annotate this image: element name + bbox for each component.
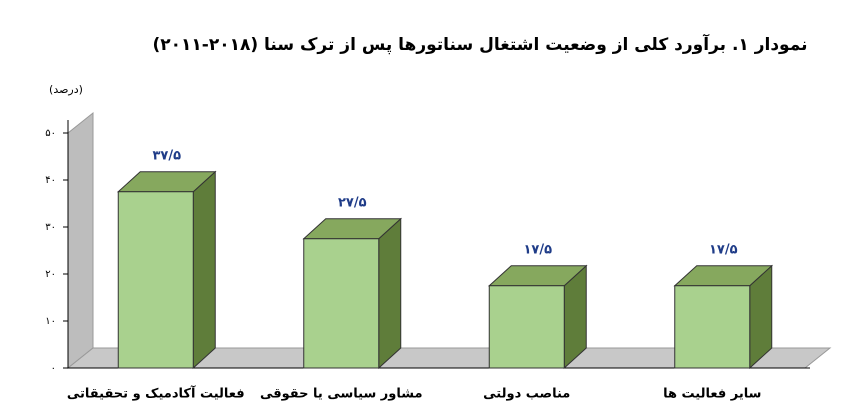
bar-front [303, 238, 380, 369]
bar-front [117, 191, 194, 369]
y-tick-label: ٠ [51, 363, 56, 374]
bar-side [378, 217, 402, 370]
value-label: ۱۷/۵ [709, 242, 738, 257]
value-label: ۳۷/۵ [152, 148, 181, 163]
bar-front [674, 285, 751, 369]
bar [673, 264, 774, 370]
x-tick-label: مناصب دولتی [483, 387, 570, 402]
bar [116, 170, 217, 370]
back-wall [67, 111, 94, 370]
bar-side [192, 170, 216, 370]
y-tick-label: ۳٠ [45, 222, 56, 233]
y-tick-label: ۲٠ [45, 269, 56, 280]
x-tick-label: مشاور سیاسی یا حقوقی [260, 387, 423, 402]
x-tick-label: سایر فعالیت ها [663, 387, 761, 402]
bar-front [488, 285, 565, 369]
value-label: ۲۷/۵ [338, 195, 367, 210]
bar [302, 217, 403, 370]
x-tick-label: فعالیت آکادمیک و تحقیقاتی [67, 385, 245, 402]
bar [487, 264, 588, 370]
y-tick-label: ۴٠ [45, 175, 56, 186]
y-axis-label: (درصد) [49, 83, 83, 96]
y-tick-label: ۱٠ [45, 316, 56, 327]
value-label: ۱۷/۵ [523, 242, 552, 257]
y-tick-label: ۵٠ [45, 128, 56, 139]
chart-title: نمودار ۱. برآورد کلی از وضعیت اشتغال سنا… [152, 33, 807, 55]
